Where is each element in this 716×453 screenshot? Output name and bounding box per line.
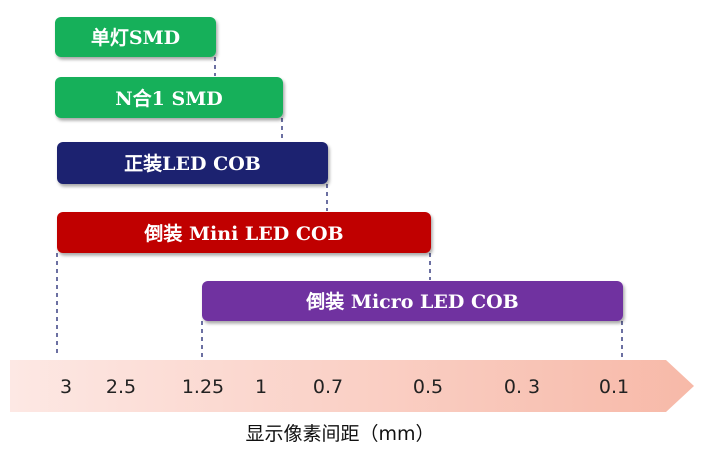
bar-flip-chip-mini-led-cob-box [57, 212, 431, 253]
tick-label-2-5: 2.5 [106, 376, 136, 398]
bar-single-smd-box [55, 17, 216, 57]
bar-flip-chip-micro-led-cob-box [202, 281, 623, 321]
bar-n-in-1-smd-box [55, 77, 283, 118]
tick-label-1: 1 [255, 376, 267, 398]
bar-flip-chip-micro-led-cob-label: 倒装 Micro LED COB [305, 290, 518, 313]
bar-face-up-led-cob: 正装LED COB [57, 142, 328, 184]
bar-flip-chip-micro-led-cob: 倒装 Micro LED COB [202, 281, 623, 321]
pitch-axis: 3 2.5 1.25 1 0.7 0.5 0. 3 0.1 显示像素间距（mm） [10, 360, 694, 445]
pitch-axis-arrow [10, 360, 694, 412]
tick-label-1-25: 1.25 [182, 376, 224, 398]
tick-label-0-7: 0.7 [313, 376, 343, 398]
bar-flip-chip-mini-led-cob-label: 倒装 Mini LED COB [143, 222, 343, 245]
tick-label-3: 3 [60, 376, 72, 398]
bar-flip-chip-mini-led-cob: 倒装 Mini LED COB [57, 212, 431, 253]
bar-face-up-led-cob-box [57, 142, 328, 184]
bar-single-smd: 单灯SMD [55, 17, 216, 57]
tick-label-0-3: 0. 3 [504, 376, 540, 398]
technology-bars: 单灯SMD N合1 SMD 正装LED COB 倒装 Mini LED COB … [55, 17, 623, 321]
axis-title: 显示像素间距（mm） [245, 423, 434, 445]
tick-label-0-5: 0.5 [413, 376, 443, 398]
bar-face-up-led-cob-label: 正装LED COB [124, 152, 261, 175]
bar-n-in-1-smd: N合1 SMD [55, 77, 283, 118]
guide-lines [56, 57, 623, 357]
tick-label-0-1: 0.1 [599, 376, 629, 398]
bar-n-in-1-smd-label: N合1 SMD [115, 87, 222, 110]
bar-single-smd-label: 单灯SMD [91, 26, 180, 49]
